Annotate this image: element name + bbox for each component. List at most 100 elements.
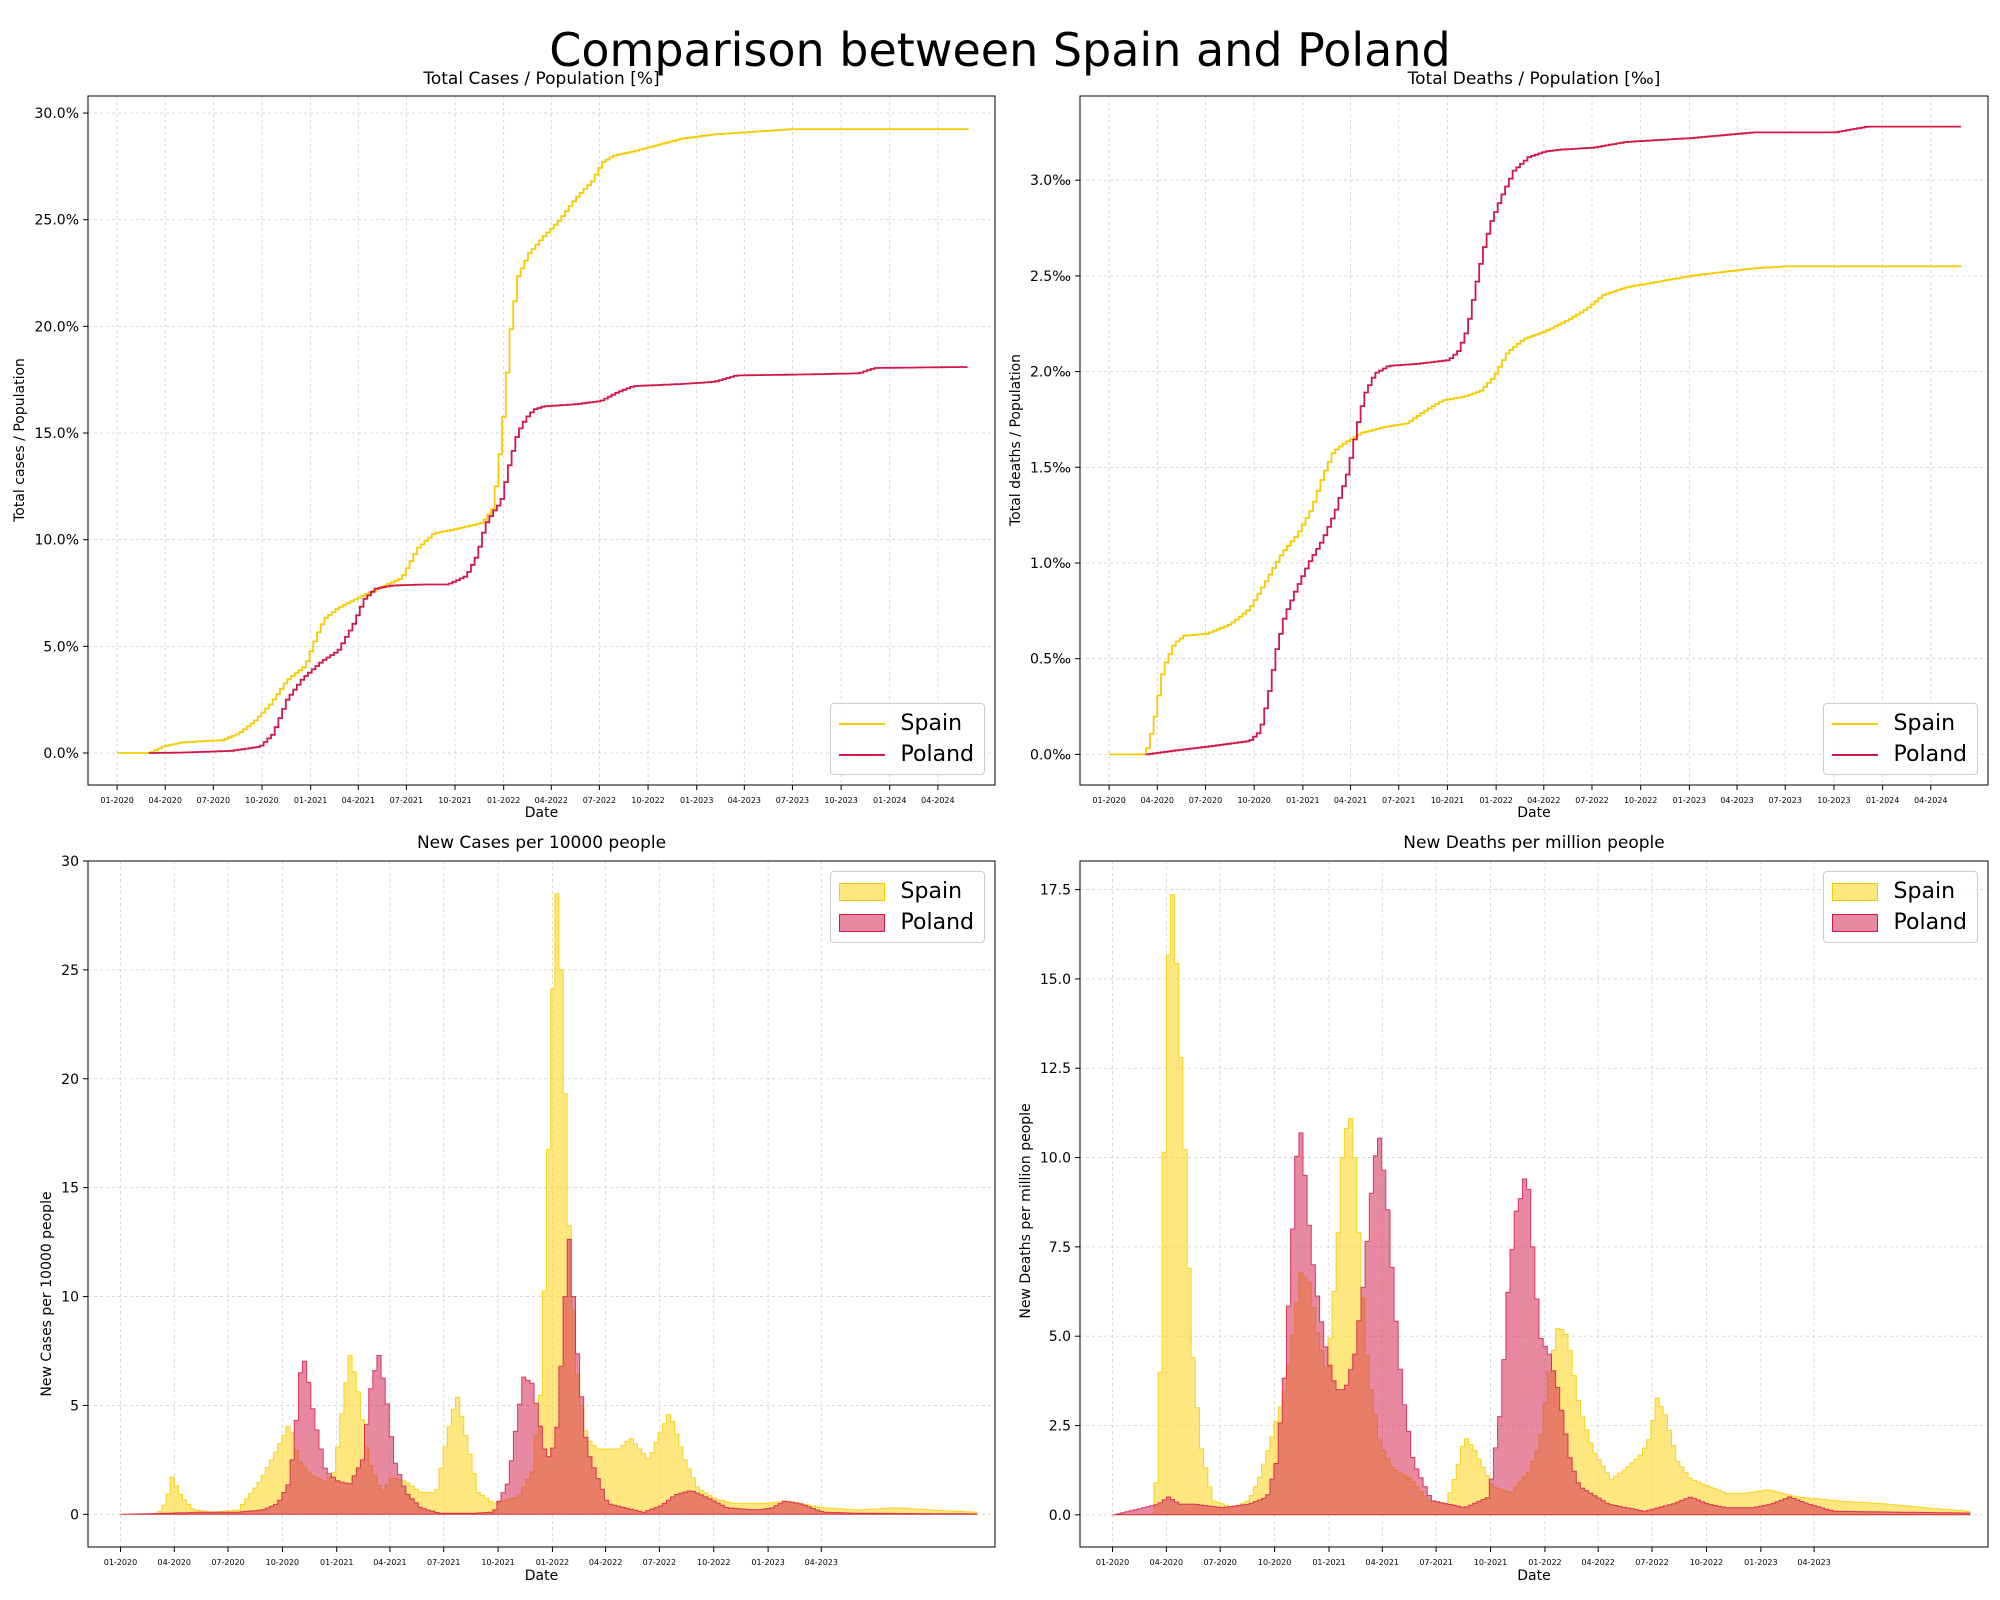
x-tick-label: 07-2021 — [1419, 1558, 1452, 1567]
panel-total-deaths: Total Deaths / Population [‰] 0.0‰ 0.5‰ 1.… — [1008, 69, 1989, 821]
y-axis-label: Total cases / Population — [12, 358, 28, 522]
x-tick-label: 07-2022 — [583, 796, 616, 805]
y-tick-label: 0.0% — [43, 746, 79, 762]
y-tick-label: 25.0% — [35, 213, 79, 229]
legend-swatch-poland — [838, 913, 885, 932]
legend-label: Poland — [1893, 742, 1967, 767]
legend-item-poland: Poland — [838, 739, 974, 770]
y-tick-label: 0.5‰ — [1030, 652, 1071, 668]
x-tick-label: 10-2022 — [1624, 796, 1657, 805]
x-tick-label: 10-2023 — [824, 796, 857, 805]
plot-area: 0 5 10 15 20 25 30 01-2020 04-2020 07-2020 10-2020… — [61, 854, 996, 1567]
x-tick-label: 01-2020 — [1092, 796, 1125, 805]
y-tick-label: 30.0% — [35, 106, 79, 122]
axes-frame — [87, 860, 996, 1548]
plot-area: 0.0‰ 0.5‰ 1.0‰ 1.5‰ 2.0‰ 2.5‰ 3.0‰ 01-2020 04-20… — [1030, 95, 1989, 805]
y-tick-label: 10.0 — [1040, 1151, 1071, 1167]
x-tick-label: 01-2021 — [294, 796, 327, 805]
x-tick-label: 01-2020 — [104, 1558, 137, 1567]
legend-swatch-spain — [1831, 882, 1878, 901]
y-tick-label: 15.0 — [1040, 972, 1071, 988]
x-tick-label: 01-2024 — [1866, 796, 1899, 805]
x-tick-label: 10-2021 — [1474, 1558, 1507, 1567]
x-tick-label: 01-2022 — [536, 1558, 569, 1567]
y-tick-label: 10 — [61, 1290, 79, 1306]
series-line-poland — [148, 366, 968, 754]
x-tick-label: 07-2021 — [1382, 796, 1415, 805]
y-tick-label: 15 — [61, 1181, 79, 1197]
y-tick-label: 30 — [61, 854, 79, 870]
legend-item-poland: Poland — [1831, 907, 1967, 938]
legend-swatch-spain — [838, 882, 885, 901]
x-tick-label: 07-2022 — [1635, 1558, 1668, 1567]
x-tick-label: 04-2022 — [535, 796, 568, 805]
y-axis-label: New Deaths per million people — [1018, 1103, 1034, 1319]
x-tick-label: 04-2023 — [805, 1558, 838, 1567]
x-tick-label: 01-2021 — [320, 1558, 353, 1567]
x-tick-label: 04-2020 — [1150, 1558, 1183, 1567]
y-tick-label: 7.5 — [1049, 1240, 1071, 1256]
legend-swatch-spain — [838, 722, 885, 725]
x-tick-label: 04-2022 — [1581, 1558, 1614, 1567]
x-tick-label: 10-2021 — [481, 1558, 514, 1567]
x-tick-label: 10-2022 — [697, 1558, 730, 1567]
x-tick-label: 04-2021 — [1334, 796, 1367, 805]
x-tick-label: 01-2022 — [1479, 796, 1512, 805]
x-tick-label: 04-2021 — [342, 796, 375, 805]
y-tick-label: 25 — [61, 963, 79, 979]
x-tick-label: 01-2022 — [487, 796, 520, 805]
x-tick-label: 01-2023 — [751, 1558, 784, 1567]
x-tick-label: 04-2022 — [589, 1558, 622, 1567]
y-tick-label: 15.0% — [35, 426, 79, 442]
x-tick-label: 04-2020 — [1141, 796, 1174, 805]
y-tick-label: 0.0‰ — [1030, 747, 1071, 763]
legend-swatch-poland — [1831, 913, 1878, 932]
panel-title: Total Deaths / Population [‰] — [1407, 69, 1661, 89]
x-tick-label: 10-2022 — [631, 796, 664, 805]
legend-label: Poland — [1893, 910, 1967, 935]
plot-area: 0.0% 5.0% 10.0% 15.0% 20.0% 25.0% 30.0% 01-2020… — [35, 95, 996, 805]
x-tick-label: 01-2020 — [100, 796, 133, 805]
series-area-spain — [120, 893, 978, 1515]
y-tick-label: 20.0% — [35, 319, 79, 335]
plot-area: 0.0 2.5 5.0 7.5 10.0 12.5 15.0 17.5 01-2020 04-20… — [1040, 860, 1989, 1567]
y-tick-label: 5.0 — [1049, 1329, 1071, 1345]
x-tick-label: 07-2020 — [1189, 796, 1222, 805]
legend-item-poland: Poland — [1831, 739, 1967, 770]
legend-label: Poland — [900, 910, 974, 935]
legend-item-spain: Spain — [838, 876, 974, 907]
series-area-poland — [1112, 1132, 1971, 1516]
legend-label: Poland — [900, 742, 974, 767]
panel-new-cases: New Cases per 10000 people 0 5 10 15 20 25 30 0… — [39, 833, 996, 1584]
x-tick-label: 10-2021 — [1431, 796, 1464, 805]
y-tick-label: 12.5 — [1040, 1061, 1071, 1077]
legend-item-poland: Poland — [838, 907, 974, 938]
axes-frame — [1079, 95, 1989, 786]
x-tick-label: 07-2023 — [1769, 796, 1802, 805]
x-tick-label: 04-2023 — [1797, 1558, 1830, 1567]
x-tick-label: 10-2021 — [438, 796, 471, 805]
series-line-spain — [117, 128, 969, 754]
legend-label: Spain — [1893, 711, 1956, 736]
legend-swatch-spain — [1831, 722, 1878, 725]
x-tick-label: 01-2022 — [1528, 1558, 1561, 1567]
series-line-spain — [1109, 265, 1962, 756]
x-tick-label: 10-2023 — [1817, 796, 1850, 805]
legend: Spain Poland — [829, 703, 985, 775]
x-tick-label: 04-2021 — [1366, 1558, 1399, 1567]
legend-label: Spain — [900, 711, 963, 736]
axes-frame — [1079, 860, 1989, 1548]
y-tick-label: 5 — [70, 1398, 79, 1414]
x-tick-label: 04-2024 — [921, 796, 954, 805]
x-tick-label: 01-2021 — [1312, 1558, 1345, 1567]
x-tick-label: 01-2023 — [1673, 796, 1706, 805]
x-tick-label: 04-2023 — [728, 796, 761, 805]
y-tick-label: 2.5‰ — [1030, 269, 1071, 285]
y-tick-label: 2.5 — [1049, 1419, 1071, 1435]
x-tick-label: 01-2021 — [1286, 796, 1319, 805]
x-axis-label: Date — [524, 1568, 559, 1584]
x-tick-label: 04-2020 — [148, 796, 181, 805]
x-tick-label: 07-2021 — [427, 1558, 460, 1567]
x-tick-label: 07-2022 — [1575, 796, 1608, 805]
x-tick-label: 01-2020 — [1096, 1558, 1129, 1567]
